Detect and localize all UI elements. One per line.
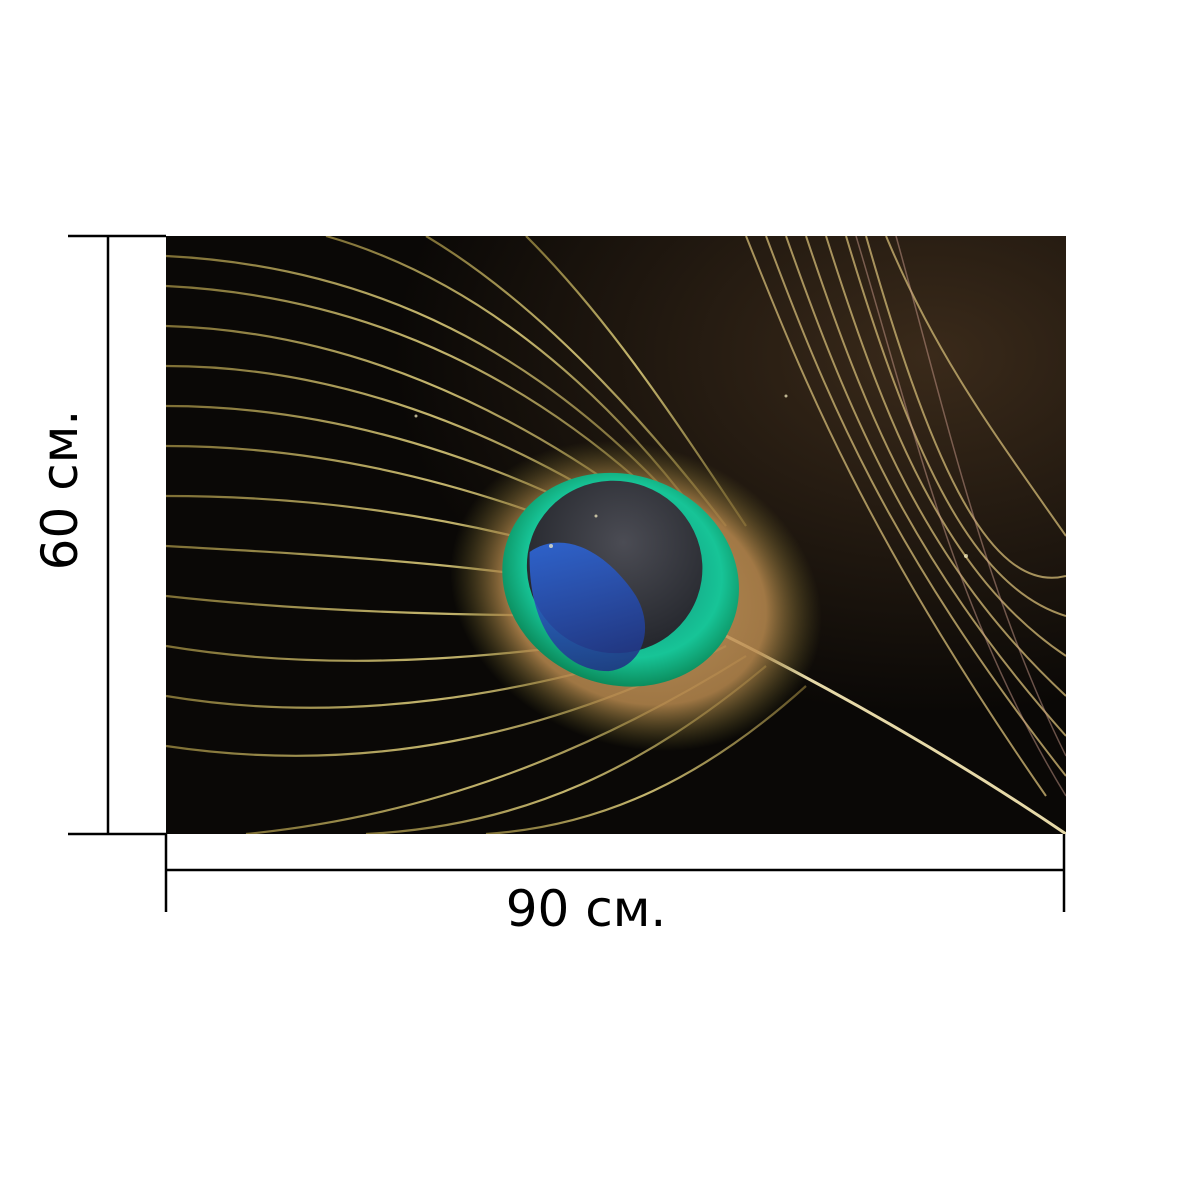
height-label: 60 см. bbox=[31, 409, 89, 571]
peacock-feather-photo bbox=[166, 236, 1066, 834]
peacock-feather-illustration bbox=[166, 236, 1066, 834]
width-label: 90 см. bbox=[505, 880, 667, 938]
